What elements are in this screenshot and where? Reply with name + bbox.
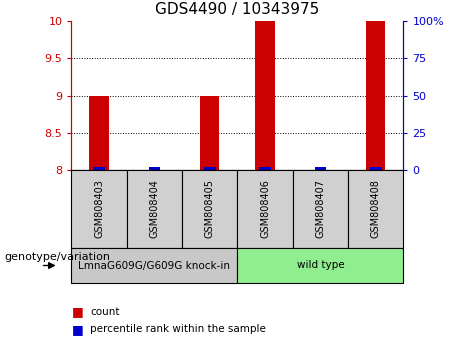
Bar: [237, 248, 403, 283]
Bar: [89, 96, 109, 170]
Bar: [93, 167, 105, 170]
Text: GSM808405: GSM808405: [205, 179, 215, 238]
Text: wild type: wild type: [296, 261, 344, 270]
Text: GSM808406: GSM808406: [260, 179, 270, 238]
Text: GSM808403: GSM808403: [94, 179, 104, 238]
Text: percentile rank within the sample: percentile rank within the sample: [90, 324, 266, 334]
Bar: [259, 167, 271, 170]
Bar: [370, 167, 382, 170]
Bar: [127, 170, 182, 248]
Bar: [348, 170, 403, 248]
Bar: [71, 248, 237, 283]
Bar: [71, 170, 127, 248]
Bar: [237, 170, 293, 248]
Text: GSM808407: GSM808407: [315, 179, 325, 238]
Bar: [314, 167, 326, 170]
Bar: [366, 21, 385, 170]
Text: ■: ■: [71, 323, 83, 336]
Text: count: count: [90, 307, 119, 316]
Bar: [204, 167, 216, 170]
Title: GDS4490 / 10343975: GDS4490 / 10343975: [155, 2, 319, 17]
Text: ■: ■: [71, 305, 83, 318]
Bar: [182, 170, 237, 248]
Text: genotype/variation: genotype/variation: [5, 252, 111, 262]
Bar: [200, 96, 219, 170]
Text: GSM808408: GSM808408: [371, 179, 381, 238]
Bar: [148, 167, 160, 170]
Text: GSM808404: GSM808404: [149, 179, 160, 238]
Bar: [255, 21, 275, 170]
Bar: [293, 170, 348, 248]
Text: LmnaG609G/G609G knock-in: LmnaG609G/G609G knock-in: [78, 261, 230, 270]
